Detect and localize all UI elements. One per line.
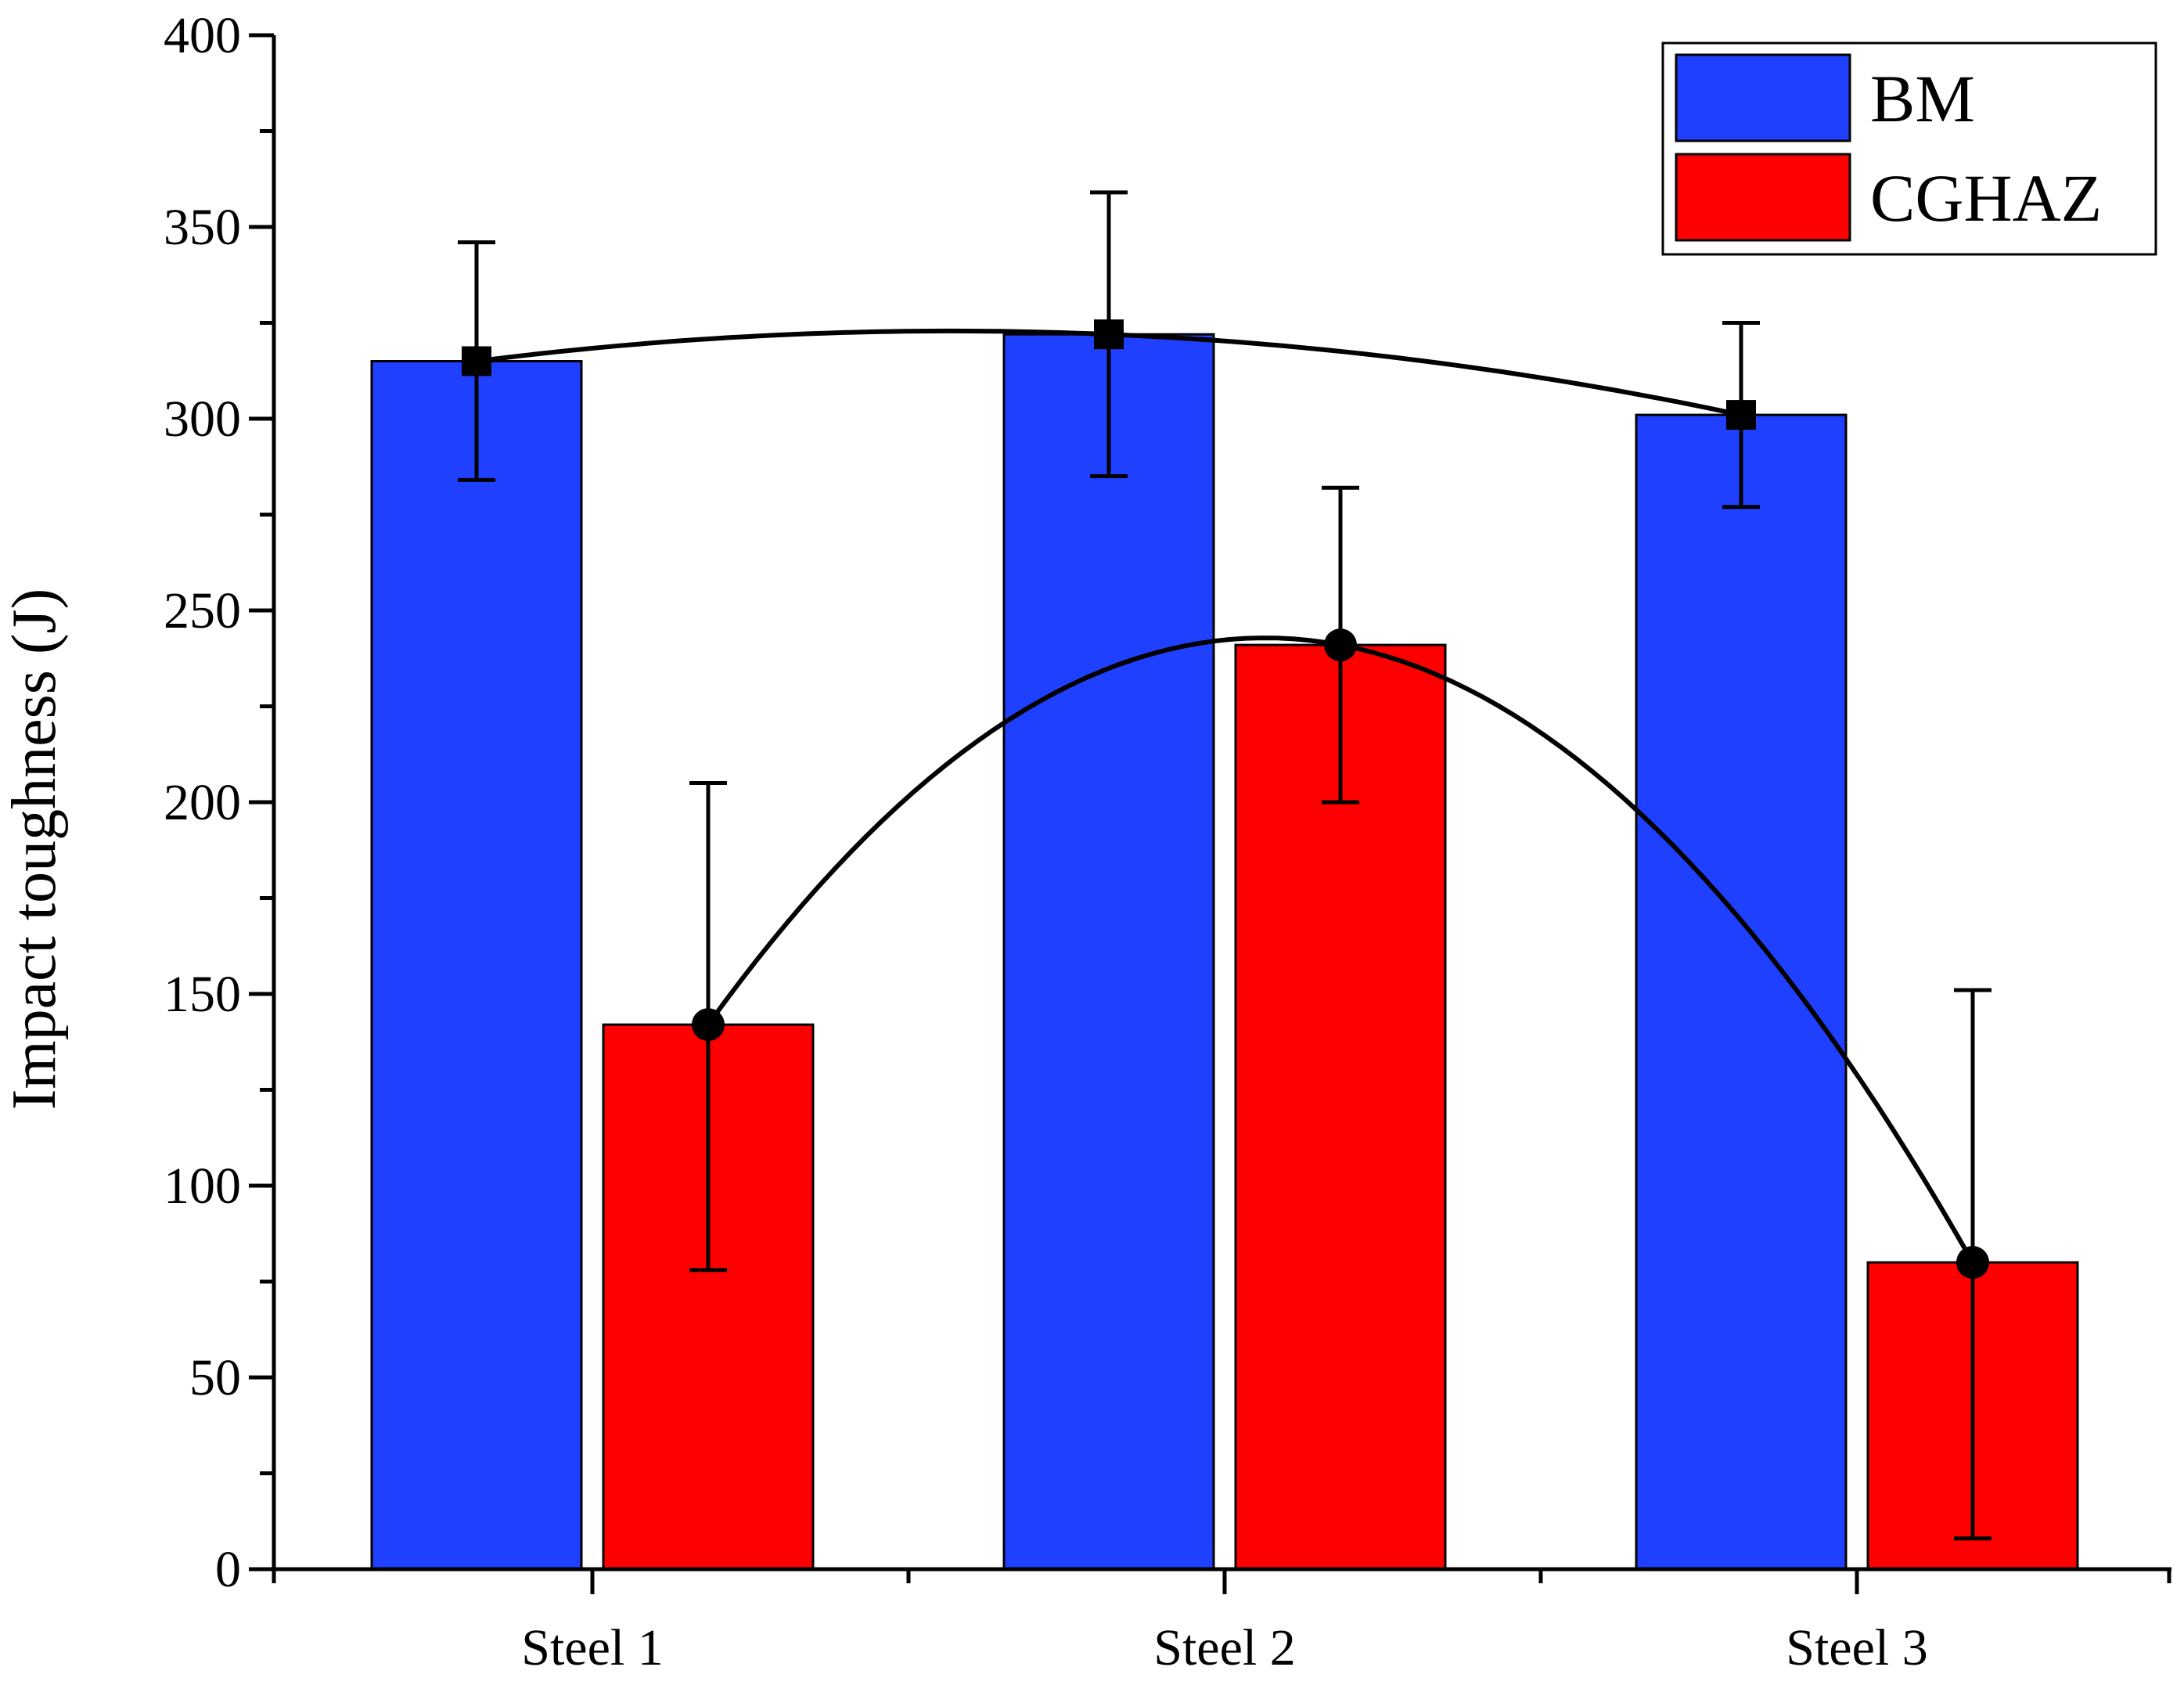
point-bm-2 [1094, 319, 1124, 350]
y-tick-label-300: 300 [164, 391, 241, 448]
point-cghaz-3 [1956, 1246, 1989, 1279]
bar-bm-1 [370, 360, 583, 1571]
legend-label-bm: BM [1870, 61, 1975, 136]
bar-bm-2 [1002, 333, 1215, 1571]
legend-swatch-bm [1675, 53, 1851, 142]
y-tick-label-400: 400 [164, 7, 241, 64]
legend-label-cghaz: CGHAZ [1870, 160, 2102, 236]
x-tick-label-3: Steel 3 [1786, 1619, 1927, 1676]
y-tick-label-200: 200 [164, 774, 241, 831]
point-cghaz-2 [1324, 628, 1357, 662]
y-tick-label-250: 250 [164, 582, 241, 639]
x-tick-label-2: Steel 2 [1153, 1619, 1295, 1676]
axes-layer: 0 50 100 150 200 250 300 350 400 Steel 1 Steel 2 St… [164, 7, 2171, 1676]
legend-swatch-cghaz [1675, 153, 1851, 242]
point-bm-1 [462, 346, 491, 376]
y-tick-label-0: 0 [215, 1541, 241, 1598]
point-bm-3 [1726, 400, 1756, 430]
y-tick-label-350: 350 [164, 199, 241, 256]
x-tick-label-1: Steel 1 [521, 1619, 663, 1676]
legend: BM CGHAZ [1661, 41, 2157, 256]
y-tick-label-100: 100 [164, 1158, 241, 1215]
markers-layer [462, 319, 1989, 1279]
y-tick-label-150: 150 [164, 966, 241, 1023]
point-cghaz-1 [692, 1008, 725, 1042]
y-axis-title: Impact toughness (J) [0, 589, 69, 1111]
y-tick-label-50: 50 [189, 1349, 241, 1406]
bar-bm-3 [1635, 413, 1848, 1571]
bars-layer [370, 333, 2079, 1571]
